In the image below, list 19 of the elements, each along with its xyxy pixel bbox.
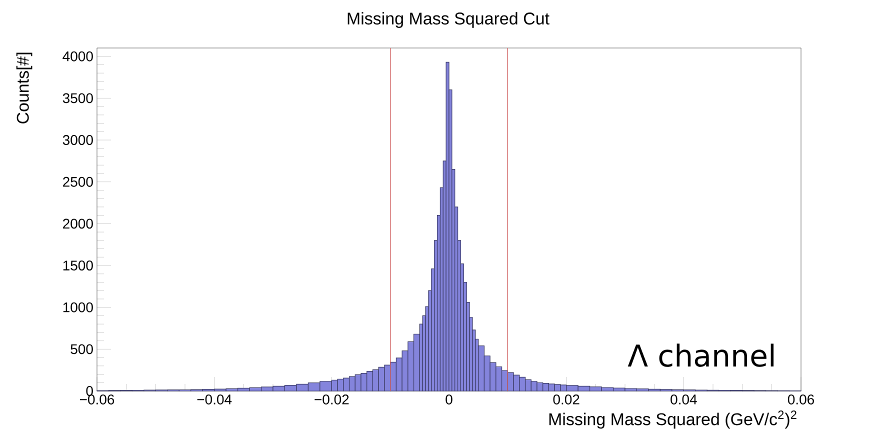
x-tick-label: 0.06 [788,394,814,404]
chart-title: Missing Mass Squared Cut [348,12,550,28]
y-tick-label: 4000 [62,51,93,62]
y-tick-label: 1500 [63,260,93,270]
x-tick-label: −0.06 [80,394,114,404]
x-tick-label: −0.02 [314,394,349,404]
x-tick-label: 0 [446,394,452,404]
y-axis-title: Counts[#] [16,52,32,124]
y-tick-label: 3000 [62,135,93,145]
x-tick-label: −0.04 [197,394,232,404]
x-tick-label: 0.02 [553,394,580,404]
y-tick-label: 500 [70,344,93,354]
y-tick-label: 2500 [63,176,93,187]
annotation: Λ channel [628,344,774,367]
y-tick-label: 1000 [63,302,93,312]
y-tick-label: 3500 [62,93,93,104]
x-axis-title: Missing Mass Squared (GeV/c$^{2}$)$^{2}$ [549,410,796,429]
x-tick-label: 0.04 [670,394,697,404]
y-tick-label: 2000 [63,218,93,229]
